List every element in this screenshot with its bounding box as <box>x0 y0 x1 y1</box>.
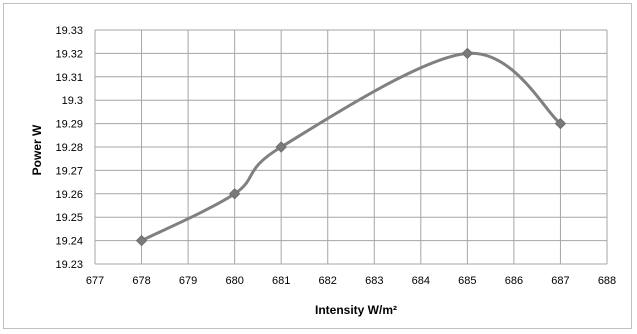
x-tick-label: 681 <box>272 275 290 287</box>
y-tick-label: 19.25 <box>55 212 83 224</box>
y-tick-label: 19.23 <box>55 259 83 271</box>
x-tick-label: 683 <box>365 275 383 287</box>
y-tick-label: 19.31 <box>55 72 83 84</box>
y-axis-title: Power W <box>30 124 44 175</box>
x-tick-label: 678 <box>132 275 150 287</box>
series-line <box>140 51 562 243</box>
x-axis-ticks: 677 678 679 680 681 682 683 684 685 686 687 688 <box>86 275 616 287</box>
y-tick-label: 19.26 <box>55 189 83 201</box>
x-tick-label: 680 <box>225 275 243 287</box>
data-point-marker <box>275 141 287 153</box>
y-tick-label: 19.33 <box>55 25 83 37</box>
x-tick-label: 682 <box>319 275 337 287</box>
data-point-marker <box>461 47 474 60</box>
chart-frame <box>3 3 632 329</box>
data-point-marker <box>135 234 148 247</box>
y-tick-label: 19.32 <box>55 48 83 60</box>
grid <box>94 29 608 265</box>
x-tick-label: 679 <box>179 275 197 287</box>
x-tick-label: 687 <box>551 275 569 287</box>
data-point-marker <box>228 188 241 200</box>
y-tick-label: 19.28 <box>55 142 83 154</box>
x-tick-label: 677 <box>86 275 104 287</box>
x-tick-label: 688 <box>598 275 616 287</box>
y-tick-label: 19.24 <box>55 236 83 248</box>
y-tick-label: 19.27 <box>55 165 83 177</box>
y-tick-label: 19.29 <box>55 119 83 131</box>
data-point-marker <box>554 117 567 130</box>
x-tick-label: 686 <box>505 275 523 287</box>
x-axis-title: Intensity W/m² <box>315 303 397 317</box>
y-axis-ticks: 19.2319.2419.2519.2619.2719.2819.2919.31… <box>55 25 83 271</box>
x-tick-label: 684 <box>412 275 430 287</box>
x-tick-label: 685 <box>458 275 476 287</box>
y-tick-label: 19.3 <box>62 95 83 107</box>
series <box>135 47 567 247</box>
